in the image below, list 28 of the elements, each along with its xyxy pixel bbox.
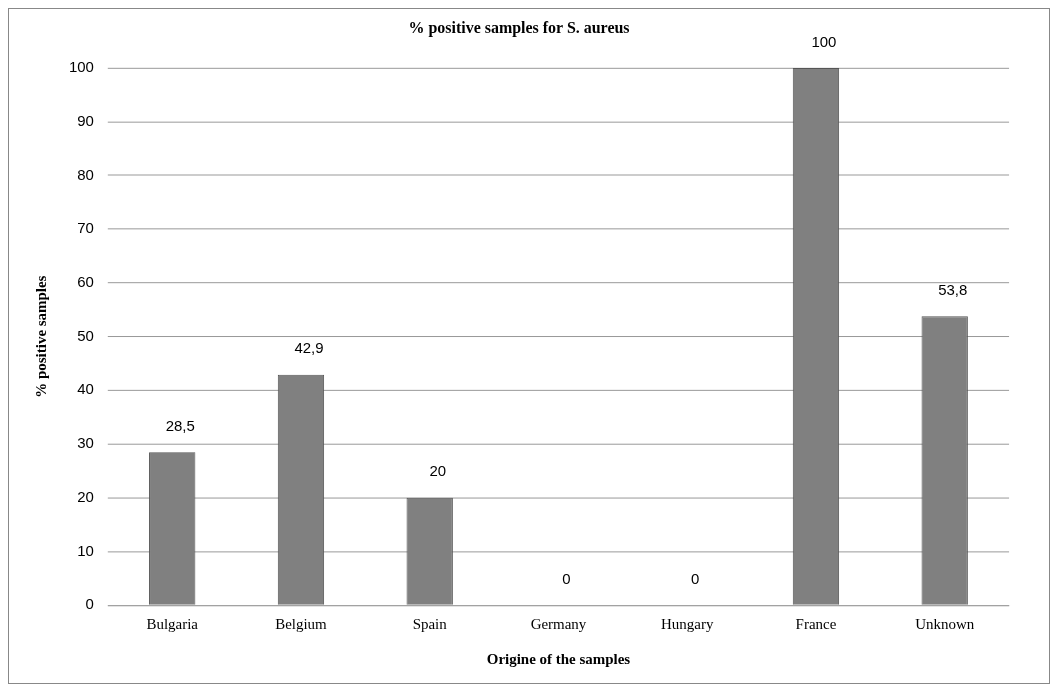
y-tick-label: 40 [77, 380, 94, 398]
x-axis-title: Origine of the samples [486, 650, 631, 667]
data-label: 0 [691, 569, 700, 587]
x-tick-label: Spain [412, 616, 448, 633]
x-tick-label: Germany [530, 616, 587, 633]
y-axis-title: % positive samples [32, 275, 49, 398]
chart-title: % positive samples for S. aureus [408, 18, 630, 37]
data-label: 100 [811, 32, 837, 50]
y-tick-label: 30 [77, 434, 94, 452]
y-tick-label: 10 [77, 541, 94, 559]
x-tick-label: Bulgaria [146, 616, 199, 633]
data-label: 53,8 [938, 280, 968, 298]
data-label: 42,9 [294, 339, 324, 357]
y-tick-label: 60 [77, 273, 94, 291]
y-tick-label: 20 [77, 487, 94, 505]
y-tick-label: 50 [77, 326, 94, 344]
y-tick-label: 90 [77, 111, 94, 129]
y-tick-label: 0 [85, 595, 94, 613]
y-tick-label: 80 [77, 165, 94, 183]
x-tick-label: France [795, 616, 837, 633]
y-tick-label: 70 [77, 219, 94, 237]
x-tick-label: Unknown [915, 616, 975, 633]
x-tick-label: Hungary [661, 616, 714, 633]
y-tick-label: 100 [68, 58, 94, 76]
data-label: 20 [429, 462, 447, 480]
data-label: 0 [562, 569, 571, 587]
x-tick-label: Belgium [275, 616, 328, 633]
data-label: 28,5 [165, 416, 195, 434]
